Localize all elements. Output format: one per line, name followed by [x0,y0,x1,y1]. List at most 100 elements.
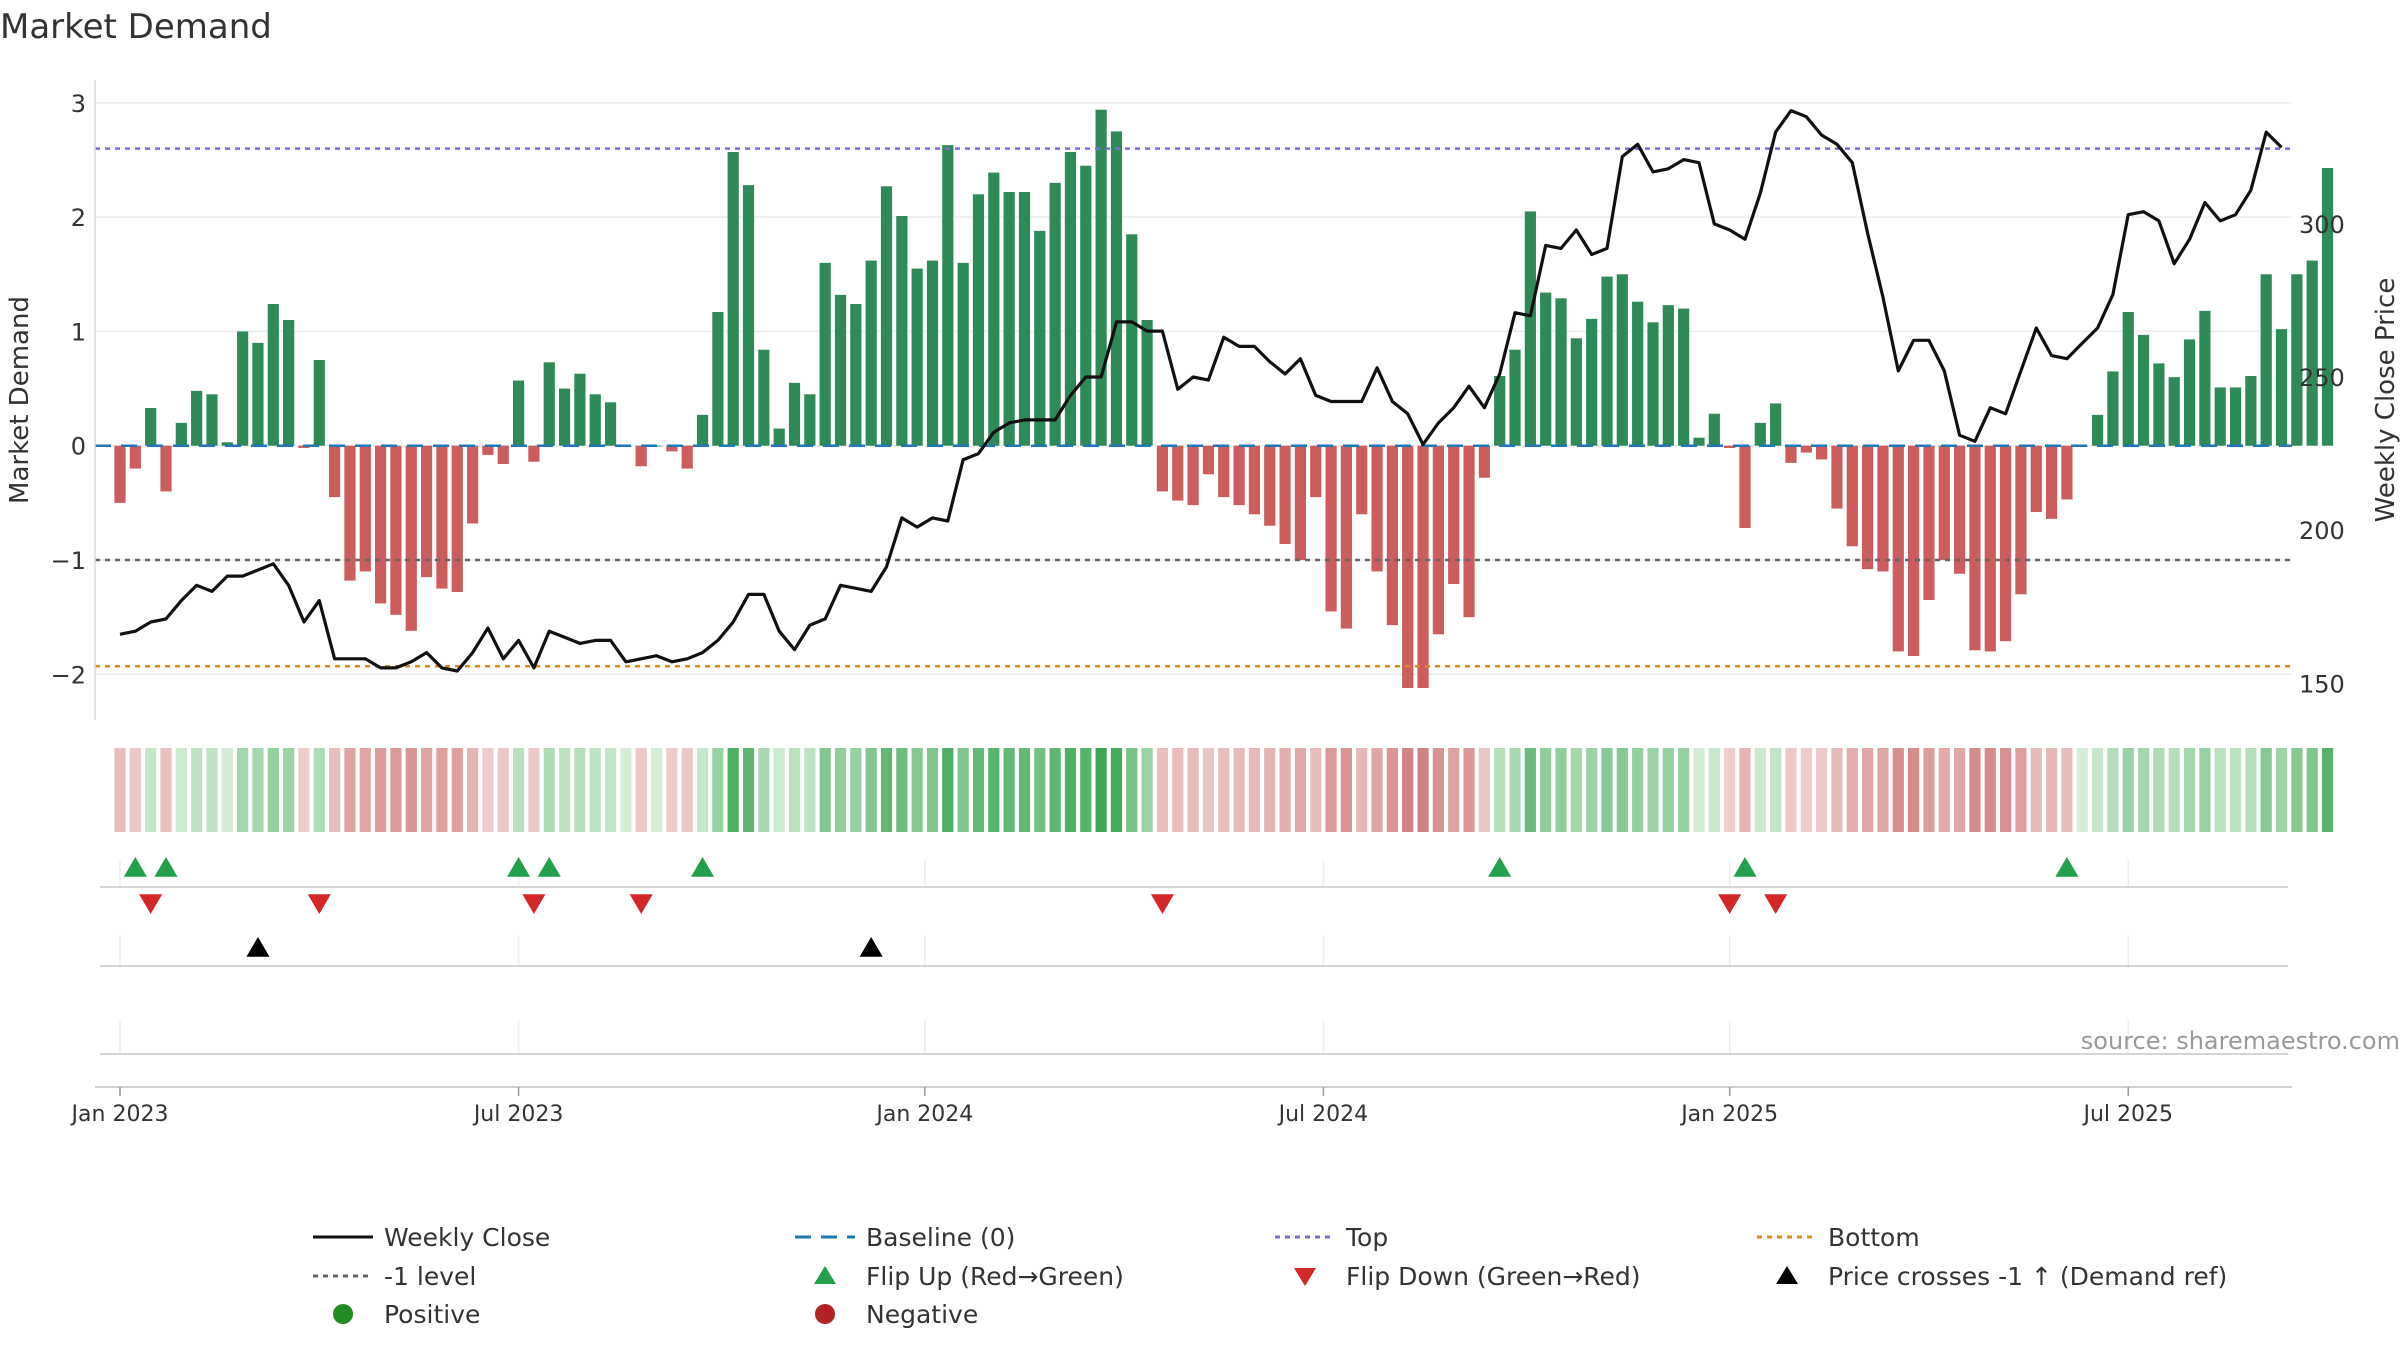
legend-label: Bottom [1828,1223,1920,1252]
demand-strip-cell [1340,748,1352,832]
demand-strip-cell [865,748,877,832]
demand-strip-cell [988,748,1000,832]
positive-demand-bar [313,360,325,446]
weekly-close-line [119,108,2283,673]
negative-demand-bar [1386,445,1398,626]
demand-strip-cell [1570,748,1582,832]
demand-strip-cell [267,748,279,832]
demand-strip-cell [926,748,939,832]
negative-demand-bar [1954,445,1966,574]
negative-demand-bar [1984,445,1996,652]
demand-strip-cell [1908,748,1920,832]
demand-strip-cell [635,748,647,832]
demand-strip-cell [1356,748,1368,832]
negative-demand-bar [1187,445,1199,506]
positive-demand-bar [2183,339,2196,446]
positive-demand-bar [1524,211,1536,446]
positive-demand-bar [2091,414,2104,446]
positive-demand-bar [206,394,218,446]
positive-demand-bar [2214,387,2226,446]
demand-strip-cell [1938,748,1950,832]
flip-up-marker [2055,857,2079,877]
negative-demand-bar [1724,445,1736,448]
negative-demand-bar [635,445,647,467]
demand-strip-cell [405,748,417,832]
demand-strip-cell [896,748,908,832]
negative-demand-bar [1202,445,1215,475]
demand-strip-cell [1494,748,1506,832]
negative-demand-bar [1969,445,1981,651]
negative-demand-bar [2030,445,2042,512]
negative-demand-bar [1463,445,1475,618]
positive-demand-bar [865,260,877,446]
demand-strip-cell [421,748,433,832]
demand-strip-cell [1862,748,1874,832]
negative-demand-bar [451,445,463,592]
demand-strip-cell [1432,748,1444,832]
x-tick-label: Jan 2025 [1679,1102,1778,1127]
demand-strip-cell [1892,748,1904,832]
positive-demand-bar [1754,422,1766,446]
demand-strip-cell [650,748,663,832]
negative-demand-bar [1999,445,2012,642]
legend-item: Negative [815,1300,978,1329]
positive-demand-bar [2245,376,2257,446]
demand-strip-cell [2229,748,2242,832]
y-right-tick-label: 200 [2299,517,2345,545]
positive-demand-bar [2168,377,2180,446]
positive-demand-bar [988,172,1000,446]
positive-demand-bar [1570,338,1582,446]
legend-label: Price crosses -1 ↑ (Demand ref) [1828,1262,2227,1291]
demand-strip-cell [1969,748,1981,832]
demand-strip-cell [758,748,770,832]
positive-demand-bar [2306,260,2318,446]
legend-item: Top [1275,1223,1388,1252]
positive-demand-bar [604,402,617,446]
demand-strip-cell [1110,748,1123,832]
demand-strip-cell [2153,748,2165,832]
positive-demand-bar [252,342,264,446]
positive-demand-bar [1095,109,1107,446]
legend-item: Bottom [1757,1223,1920,1252]
demand-strip-cell [129,748,141,832]
legend-label: Positive [384,1300,480,1329]
negative-demand-bar [1156,445,1169,492]
negative-demand-bar [1923,445,1935,600]
flip-down-marker [522,894,546,914]
demand-strip-cell [1187,748,1199,832]
positive-demand-bar [742,185,755,446]
legend-label: Top [1345,1223,1388,1252]
positive-demand-bar [2321,168,2334,446]
flip-up-marker [123,857,147,877]
positive-demand-bar [1632,301,1644,446]
positive-demand-bar [758,349,770,446]
negative-demand-bar [375,445,387,604]
legend-swatch [333,1304,353,1324]
negative-demand-bar [1279,445,1291,544]
legend-swatch [814,1266,836,1284]
demand-strip-cell [2168,748,2180,832]
demand-strip-cell [942,748,954,832]
negative-demand-bar [1432,445,1444,635]
demand-strip-cell [2291,748,2303,832]
negative-demand-bar [129,445,141,469]
demand-strip-cell [957,748,969,832]
demand-strip-cell [1923,748,1935,832]
negative-demand-bar [329,445,341,498]
demand-strip-cell [543,748,555,832]
positive-demand-bar [2122,312,2134,446]
negative-demand-bar [114,445,126,503]
positive-demand-bar [2199,310,2211,446]
positive-demand-bar [773,428,785,446]
negative-demand-bar [359,445,371,572]
source-note: source: sharemaestro.com [2081,1027,2400,1055]
positive-demand-bar [696,414,709,446]
positive-demand-bar [145,408,157,446]
demand-strip-cell [1248,748,1261,832]
demand-strip-cell [1739,748,1751,832]
positive-demand-bar [942,145,954,446]
y-left-tick-label: 3 [71,90,86,118]
negative-demand-bar [1248,445,1261,515]
flip-up-marker [507,857,531,877]
